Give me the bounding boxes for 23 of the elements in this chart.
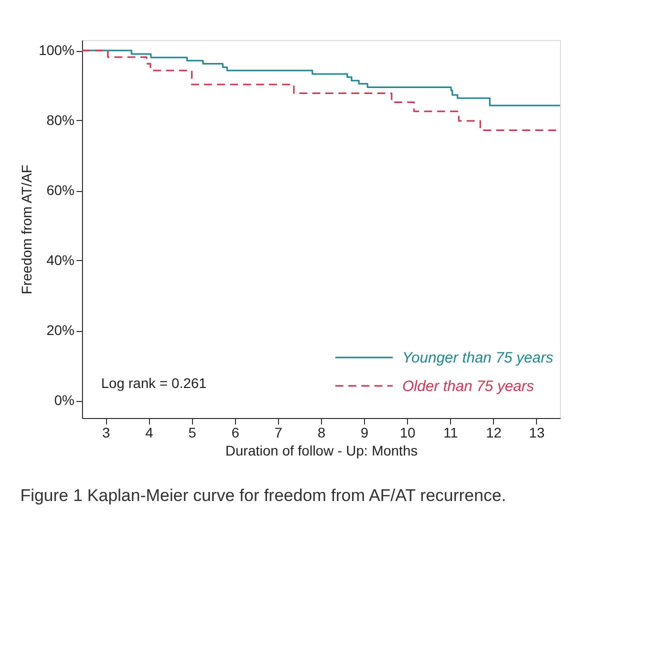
legend-label: Older than 75 years: [402, 378, 534, 395]
x-tick-label: 5: [188, 424, 196, 440]
y-tick-label: 100%: [38, 42, 74, 58]
y-tick-label: 40%: [46, 252, 74, 268]
y-tick-label: 60%: [46, 182, 74, 198]
y-axis-title: Freedom from AT/AF: [18, 164, 35, 294]
x-tick-label: 12: [486, 424, 502, 440]
text: Figure 1 Kaplan-Meier curve for freedom from AF/AT recurrence.: [20, 486, 506, 505]
x-tick-label: 4: [145, 424, 154, 440]
y-tick-label: 20%: [46, 322, 74, 338]
x-tick-label: 3: [102, 424, 110, 440]
x-tick-label: 7: [274, 424, 283, 440]
y-tick-label: 0%: [54, 392, 74, 408]
x-tick-label: 6: [231, 424, 240, 440]
x-tick-label: 9: [360, 424, 369, 440]
annotation: Log rank = 0.261: [101, 374, 207, 391]
x-tick-label: 13: [529, 424, 545, 440]
x-tick-label: 8: [318, 424, 326, 440]
legend-label: Younger than 75 years: [402, 350, 554, 367]
y-tick-label: 80%: [46, 112, 74, 128]
x-tick-label: 10: [400, 424, 416, 440]
x-tick-label: 11: [443, 424, 458, 440]
x-axis-title: Duration of follow - Up: Months: [225, 442, 418, 458]
